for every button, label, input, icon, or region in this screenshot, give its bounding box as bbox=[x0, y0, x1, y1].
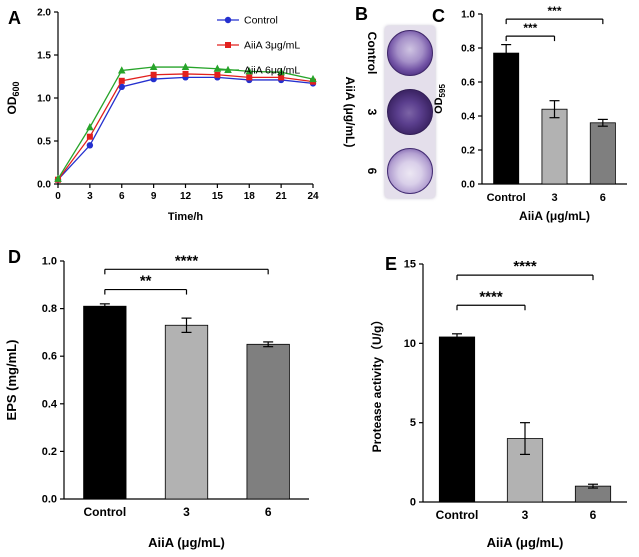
svg-text:3: 3 bbox=[87, 191, 93, 202]
svg-text:0.2: 0.2 bbox=[42, 446, 57, 458]
svg-text:10: 10 bbox=[404, 338, 416, 350]
protease-activity-chart: 0 5 10 15 Control 3 6 **** **** AiiA (μg/mL) Prote… bbox=[369, 258, 627, 550]
svg-text:15: 15 bbox=[212, 191, 224, 202]
svg-text:6: 6 bbox=[119, 191, 125, 202]
svg-text:15: 15 bbox=[404, 259, 416, 271]
svg-text:1.5: 1.5 bbox=[37, 51, 51, 62]
svg-text:18: 18 bbox=[244, 191, 256, 202]
panel-e-protease: E 0 5 10 15 Control 3 6 **** **** AiiA (μg/mL) Pro… bbox=[367, 242, 639, 557]
svg-text:9: 9 bbox=[151, 191, 157, 202]
svg-text:0.8: 0.8 bbox=[42, 303, 57, 315]
crystal-violet-wells-image bbox=[385, 26, 435, 198]
svg-text:0.0: 0.0 bbox=[37, 180, 51, 191]
panel-b-label: B bbox=[355, 4, 368, 24]
svg-text:6: 6 bbox=[265, 505, 272, 519]
svg-text:6: 6 bbox=[600, 192, 606, 204]
panel-b-axis-title: AiiA (μg/mL) bbox=[343, 76, 357, 148]
panel-e-label: E bbox=[385, 254, 398, 274]
svg-text:3: 3 bbox=[183, 505, 190, 519]
svg-text:0.6: 0.6 bbox=[42, 351, 57, 363]
svg-text:AiiA (μg/mL): AiiA (μg/mL) bbox=[519, 209, 590, 223]
well-6ug bbox=[387, 148, 433, 194]
svg-text:24: 24 bbox=[307, 191, 319, 202]
svg-text:3: 3 bbox=[551, 192, 557, 204]
panel-a-label: A bbox=[8, 8, 21, 28]
svg-text:****: **** bbox=[175, 252, 199, 269]
svg-text:3: 3 bbox=[522, 508, 529, 522]
svg-text:AiiA (μg/mL): AiiA (μg/mL) bbox=[487, 535, 564, 550]
svg-text:**: ** bbox=[140, 273, 152, 290]
svg-text:5: 5 bbox=[410, 417, 416, 429]
panel-b-row-label-6: 6 bbox=[365, 167, 379, 175]
svg-text:OD595: OD595 bbox=[433, 84, 447, 114]
well-control bbox=[387, 30, 433, 76]
svg-text:6: 6 bbox=[590, 508, 597, 522]
svg-text:0.0: 0.0 bbox=[42, 494, 57, 506]
svg-text:0: 0 bbox=[55, 191, 61, 202]
panel-a-growth-curve: A 0.0 0.5 1.0 1.5 2.0 0 3 6 9 12 15 18 21 24 Control Ai… bbox=[0, 0, 335, 230]
growth-curve-chart: 0.0 0.5 1.0 1.5 2.0 0 3 6 9 12 15 18 21 24 Control AiiA… bbox=[5, 8, 319, 224]
panel-d-label: D bbox=[8, 247, 21, 267]
svg-text:0.6: 0.6 bbox=[461, 78, 475, 89]
svg-text:***: *** bbox=[523, 21, 537, 35]
svg-text:0: 0 bbox=[410, 497, 416, 509]
svg-text:AiiA 6μg/mL: AiiA 6μg/mL bbox=[244, 65, 300, 77]
svg-text:Control: Control bbox=[487, 192, 526, 204]
svg-text:0.4: 0.4 bbox=[461, 112, 475, 123]
svg-text:AiiA 3μg/mL: AiiA 3μg/mL bbox=[244, 40, 300, 52]
svg-text:AiiA (μg/mL): AiiA (μg/mL) bbox=[148, 535, 225, 550]
svg-text:1.0: 1.0 bbox=[461, 10, 475, 21]
svg-text:12: 12 bbox=[180, 191, 192, 202]
panel-d-eps: D 0.0 0.2 0.4 0.6 0.8 1.0 Control 3 6 ** **** AiiA … bbox=[0, 235, 345, 557]
svg-text:Control: Control bbox=[84, 505, 127, 519]
panel-b-crystal-violet: B AiiA (μg/mL) Control 3 6 bbox=[335, 0, 438, 230]
biofilm-od595-chart: 0.0 0.2 0.4 0.6 0.8 1.0 Control 3 6 *** *** AiiA (μ… bbox=[433, 4, 627, 223]
svg-text:1.0: 1.0 bbox=[37, 94, 51, 105]
svg-text:0.5: 0.5 bbox=[37, 137, 51, 148]
panel-b-row-label-3: 3 bbox=[365, 108, 379, 116]
svg-text:EPS (mg/mL): EPS (mg/mL) bbox=[4, 340, 19, 421]
svg-text:Time/h: Time/h bbox=[168, 211, 204, 223]
svg-text:2.0: 2.0 bbox=[37, 8, 51, 19]
svg-text:OD600: OD600 bbox=[5, 81, 21, 114]
svg-text:21: 21 bbox=[276, 191, 288, 202]
panel-c-label: C bbox=[432, 6, 445, 26]
svg-text:****: **** bbox=[513, 258, 537, 275]
panel-b-row-label-control: Control bbox=[365, 31, 379, 75]
svg-text:Control: Control bbox=[244, 15, 278, 27]
svg-text:1.0: 1.0 bbox=[42, 256, 57, 268]
svg-text:0.2: 0.2 bbox=[461, 146, 475, 157]
svg-text:Protease activity（U/g）: Protease activity（U/g） bbox=[369, 314, 384, 453]
svg-text:Control: Control bbox=[436, 508, 479, 522]
svg-text:0.0: 0.0 bbox=[461, 180, 475, 191]
svg-text:***: *** bbox=[547, 4, 561, 18]
panel-c-biofilm: C 0.0 0.2 0.4 0.6 0.8 1.0 Control 3 6 *** *** AiiA … bbox=[430, 0, 639, 230]
svg-text:0.8: 0.8 bbox=[461, 44, 475, 55]
svg-text:****: **** bbox=[479, 288, 503, 305]
svg-text:0.4: 0.4 bbox=[42, 398, 58, 410]
well-3ug bbox=[387, 89, 433, 135]
